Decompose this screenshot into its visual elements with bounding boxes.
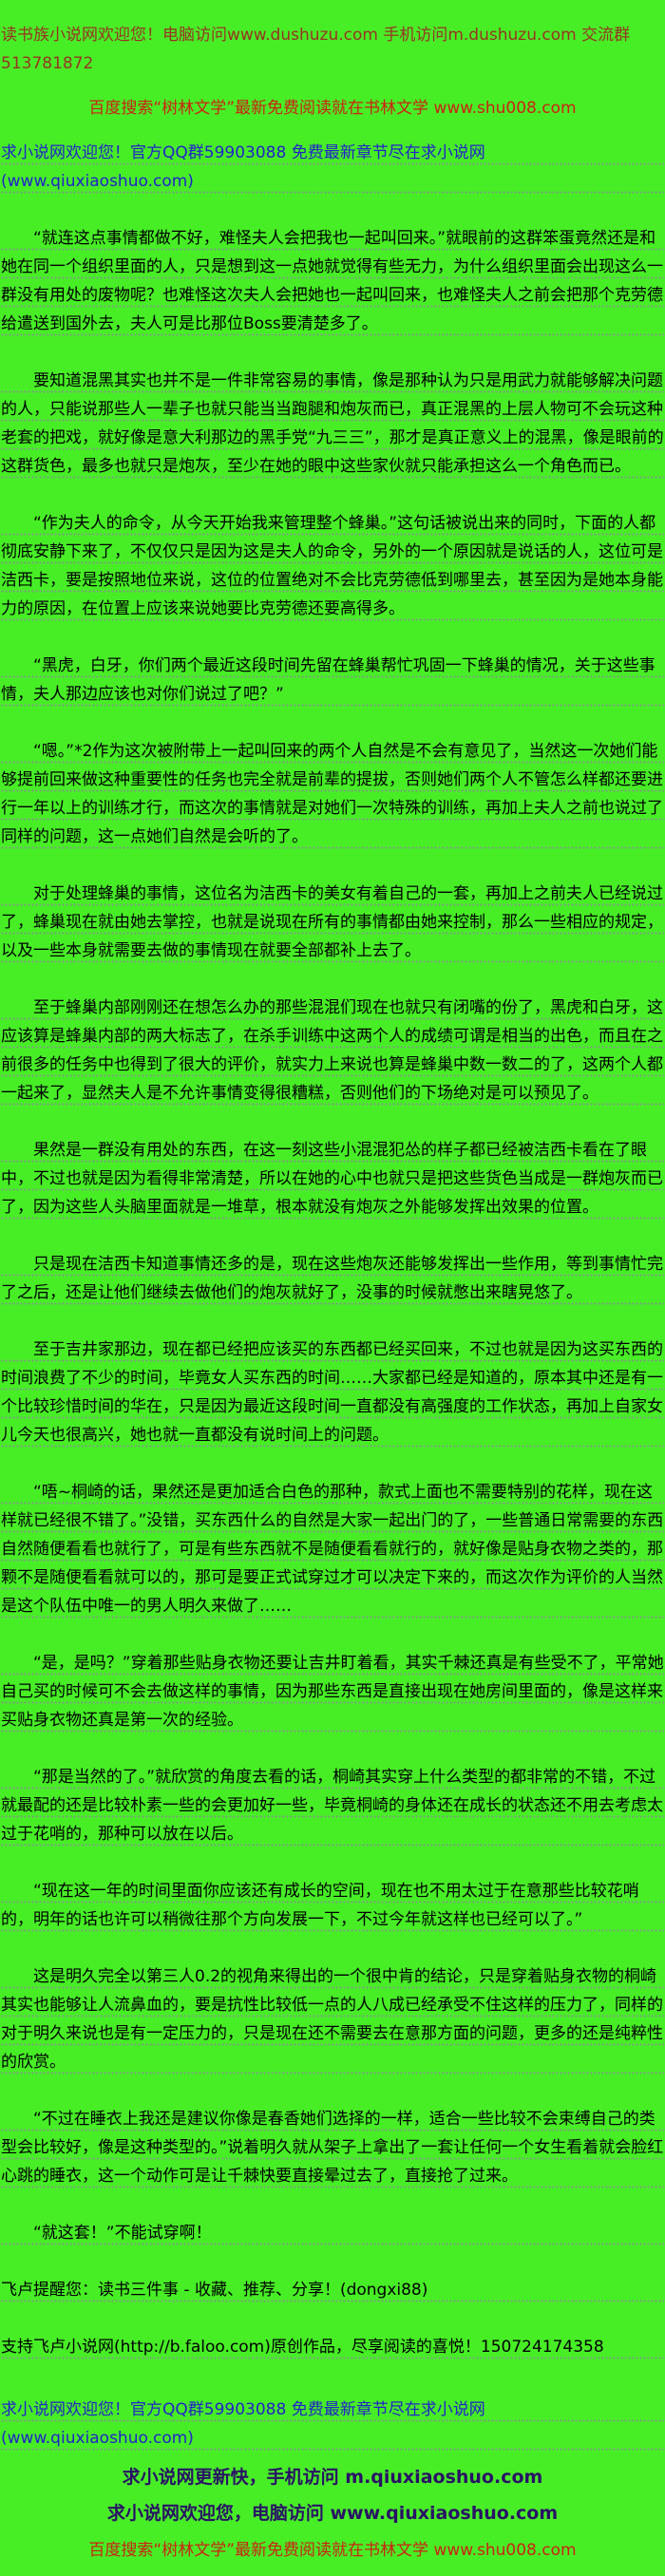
novel-paragraph: “黑虎，白牙，你们两个最近这段时间先留在蜂巢帮忙巩固一下蜂巢的情况，关于这些事情…: [1, 652, 664, 709]
header-qiuxiaoshuo-link[interactable]: 求小说网欢迎您！官方QQ群59903088 免费最新章节尽在求小说网(www.q…: [1, 139, 664, 196]
page-footer: 求小说网欢迎您！官方QQ群59903088 免费最新章节尽在求小说网(www.q…: [1, 2396, 664, 2565]
novel-paragraph: 飞卢提醒您：读书三件事 - 收藏、推荐、分享！(dongxi88): [1, 2276, 664, 2304]
footer-qiuxiaoshuo-link[interactable]: 求小说网欢迎您！官方QQ群59903088 免费最新章节尽在求小说网(www.q…: [1, 2396, 664, 2453]
novel-paragraph: 至于蜂巢内部刚刚还在想怎么办的那些混混们现在也就只有闭嘴的份了，黑虎和白牙，这应…: [1, 994, 664, 1108]
footer-pc-site-link[interactable]: 求小说网欢迎您，电脑访问 www.qiuxiaoshuo.com: [106, 2503, 559, 2524]
novel-paragraph: “那是当然的了。”就欣赏的角度去看的话，桐崎其实穿上什么类型的都非常的不错，不过…: [1, 1763, 664, 1848]
footer-mobile-site-link[interactable]: 求小说网更新快，手机访问 m.qiuxiaoshuo.com: [122, 2467, 543, 2488]
novel-paragraph: 至于吉井家那边，现在都已经把应该买的东西都已经买回来，不过也就是因为这买东西的时…: [1, 1335, 664, 1449]
novel-paragraph: “就连这点事情都做不好，难怪夫人会把我也一起叫回来。”就眼前的这群笨蛋竟然还是和…: [1, 224, 664, 338]
novel-paragraph: “就这套！”不能试穿啊！: [1, 2219, 664, 2247]
novel-paragraph: 果然是一群没有用处的东西，在这一刻这些小混混犯怂的样子都已经被洁西卡看在了眼中，…: [1, 1136, 664, 1222]
novel-body: “就连这点事情都做不好，难怪夫人会把我也一起叫回来。”就眼前的这群笨蛋竟然还是和…: [1, 224, 664, 2361]
novel-paragraph: “现在这一年的时间里面你应该还有成长的空间，现在也不用太过于在意那些比较花哨的，…: [1, 1877, 664, 1934]
header-welcome-line: 读书族小说网欢迎您！电脑访问www.dushuzu.com 手机访问m.dush…: [1, 26, 631, 73]
header-baidu-promo-line: 百度搜索“树林文学”最新免费阅读就在书林文学 www.shu008.com: [88, 99, 577, 118]
novel-paragraph: 这是明久完全以第三人0.2的视角来得出的一个很中肯的结论，只是穿着贴身衣物的桐崎…: [1, 1962, 664, 2076]
novel-paragraph: “唔~桐崎的话，果然还是更加适合白色的那种，款式上面也不需要特别的花样，现在这样…: [1, 1478, 664, 1620]
footer-baidu-promo-line: 百度搜索“树林文学”最新免费阅读就在书林文学 www.shu008.com: [88, 2541, 577, 2560]
novel-paragraph: 只是现在洁西卡知道事情还多的是，现在这些炮灰还能够发挥出一些作用，等到事情忙完了…: [1, 1250, 664, 1307]
novel-paragraph: 支持飞卢小说网(http://b.faloo.com)原创作品，尽享阅读的喜悦！…: [1, 2333, 664, 2361]
novel-paragraph: “嗯。”*2作为这次被附带上一起叫回来的两个人自然是不会有意见了，当然这一次她们…: [1, 737, 664, 851]
novel-paragraph: 对于处理蜂巢的事情，这位名为洁西卡的美女有着自己的一套，再加上之前夫人已经说过了…: [1, 880, 664, 965]
novel-paragraph: “不过在睡衣上我还是建议你像是春香她们选择的一样，适合一些比较不会束缚自己的类型…: [1, 2105, 664, 2190]
novel-paragraph: 要知道混黑其实也并不是一件非常容易的事情，像是那种认为只是用武力就能够解决问题的…: [1, 367, 664, 481]
novel-paragraph: “作为夫人的命令，从今天开始我来管理整个蜂巢。”这句话被说出来的同时，下面的人都…: [1, 509, 664, 623]
novel-paragraph: “是，是吗？”穿着那些贴身衣物还要让吉井盯着看，其实千棘还真是有些受不了，平常她…: [1, 1649, 664, 1734]
